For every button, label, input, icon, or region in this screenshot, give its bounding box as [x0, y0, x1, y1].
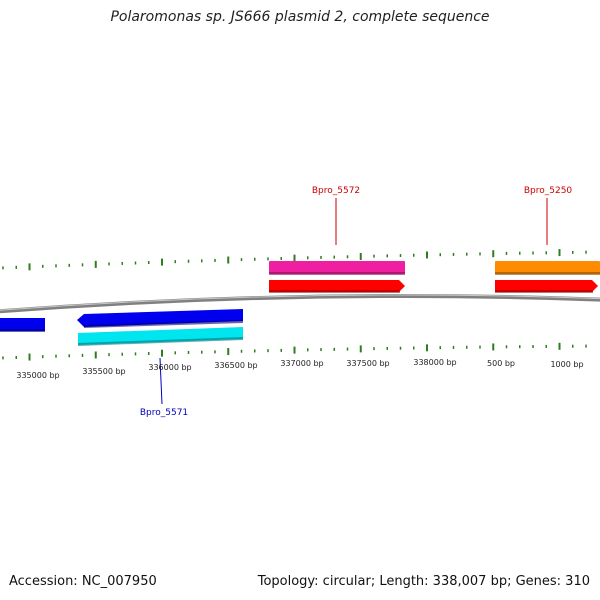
scale-label-335000: 335000 bp	[16, 371, 59, 380]
scale-label-500: 500 bp	[487, 359, 515, 368]
feature-reverse-cyan[interactable]	[78, 327, 243, 346]
cds-reverse-bpro-5571[interactable]	[77, 309, 243, 328]
tick-row-outer	[2, 249, 587, 271]
scale-label-338000: 338000 bp	[413, 358, 456, 367]
scale-label-1000: 1000 bp	[550, 360, 583, 369]
cds-forward-bpro-5572[interactable]	[269, 280, 405, 293]
gene-label-bpro-5250[interactable]: Bpro_5250	[524, 186, 573, 196]
scale-label-337000: 337000 bp	[280, 359, 323, 368]
leader-line-bpro-5571	[159, 357, 163, 405]
scale-label-336000: 336000 bp	[148, 363, 191, 372]
summary-text: Topology: circular; Length: 338,007 bp; …	[257, 574, 590, 589]
gene-label-bpro-5571[interactable]: Bpro_5571	[140, 408, 188, 418]
cds-reverse-left-partial[interactable]	[0, 318, 45, 332]
gene-label-bpro-5572[interactable]: Bpro_5572	[312, 186, 360, 196]
scale-label-337500: 337500 bp	[346, 359, 389, 368]
feature-forward-orange[interactable]	[495, 261, 600, 275]
plasmid-backbone	[0, 294, 600, 314]
cds-forward-bpro-5250[interactable]	[495, 280, 598, 293]
tick-row-inner	[2, 342, 587, 361]
scale-label-335500: 335500 bp	[82, 367, 125, 376]
scale-label-336500: 336500 bp	[214, 361, 257, 370]
feature-forward-pink[interactable]	[269, 261, 405, 275]
accession-text: Accession: NC_007950	[9, 574, 157, 589]
map-title: Polaromonas sp. JS666 plasmid 2, complet…	[110, 9, 490, 25]
plasmid-backbone-highlight	[0, 294, 600, 311]
